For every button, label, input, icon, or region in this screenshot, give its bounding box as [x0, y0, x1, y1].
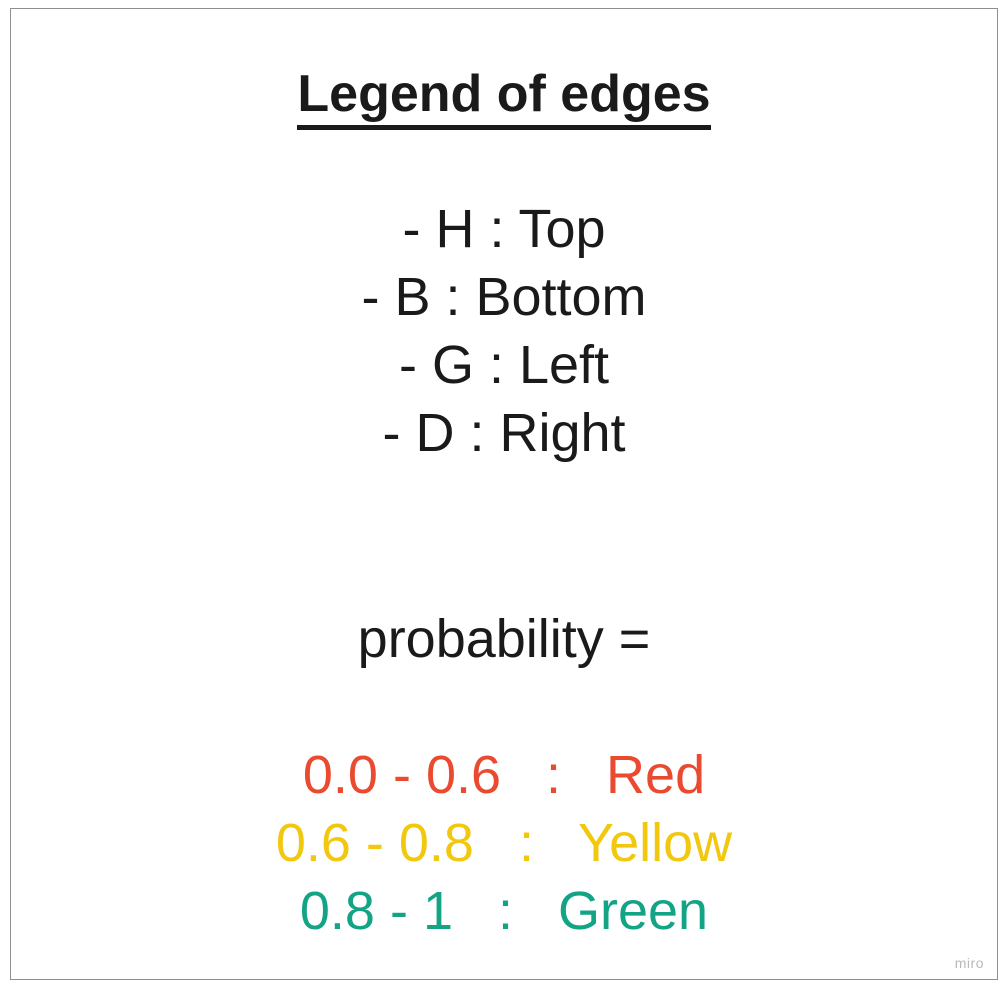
edge-legend-item-right: - D : Right	[382, 403, 626, 463]
legend-title: Legend of edges	[11, 63, 997, 130]
edge-legend-list: - H : Top - B : Bottom - G : Left - D : …	[11, 195, 997, 467]
probability-range-yellow: 0.6 - 0.8 : Yellow	[275, 813, 733, 873]
probability-range-red: 0.0 - 0.6 : Red	[302, 745, 706, 805]
diagram-frame: Legend of edges - H : Top - B : Bottom -…	[10, 8, 998, 980]
edge-legend-item-top: - H : Top	[402, 199, 606, 259]
probability-range-list: 0.0 - 0.6 : Red 0.6 - 0.8 : Yellow 0.8 -…	[11, 741, 997, 945]
legend-title-text: Legend of edges	[297, 65, 711, 130]
probability-label: probability =	[357, 609, 651, 669]
edge-legend-item-bottom: - B : Bottom	[361, 267, 647, 327]
miro-watermark: miro	[954, 955, 984, 971]
edge-legend-item-left: - G : Left	[398, 335, 610, 395]
probability-range-green: 0.8 - 1 : Green	[299, 881, 709, 941]
